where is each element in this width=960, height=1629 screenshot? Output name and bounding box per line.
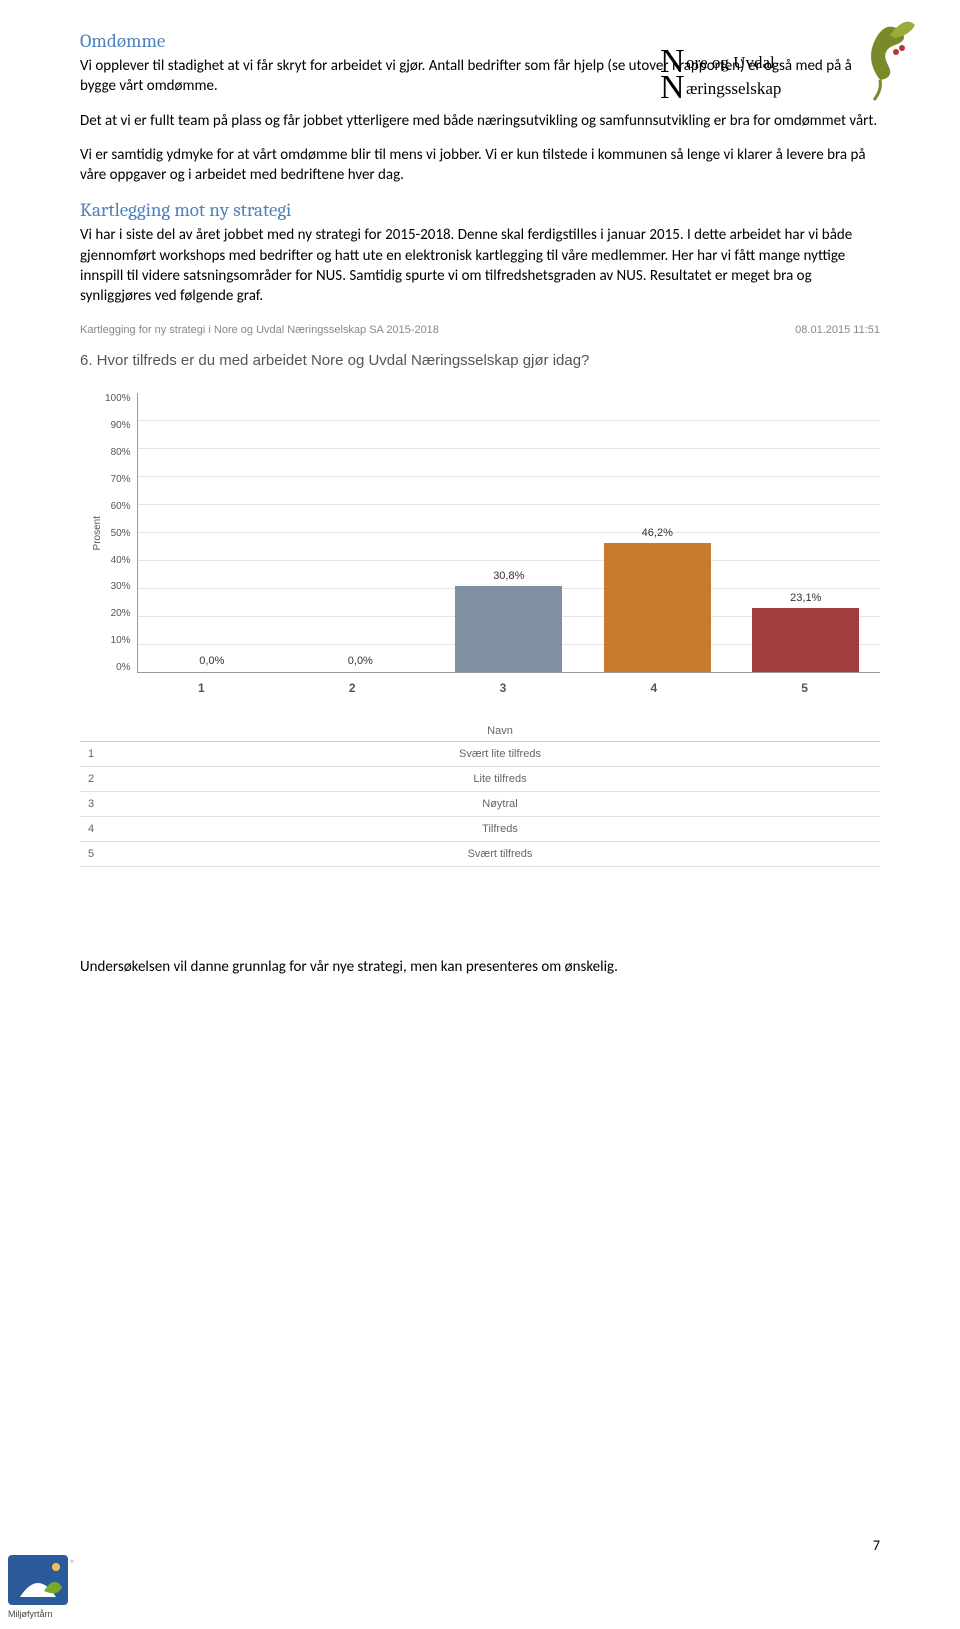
ytick: 10% — [105, 635, 131, 646]
legend-label: Svært lite tilfreds — [120, 748, 880, 760]
miljofyrtarn-logo: Miljøfyrtårn ® — [0, 1549, 100, 1629]
logo-letter-n2: N — [660, 69, 685, 105]
ytick: 20% — [105, 608, 131, 619]
page-number: 7 — [873, 1537, 880, 1554]
bar-value-label: 0,0% — [348, 655, 373, 667]
org-logo: N ore og Uvdal N æringsselskap — [660, 10, 920, 105]
legend-label: Nøytral — [120, 798, 880, 810]
bar — [752, 608, 859, 672]
xtick: 4 — [578, 681, 729, 695]
xtick: 1 — [126, 681, 277, 695]
legend-label: Tilfreds — [120, 823, 880, 835]
chart-legend: Navn 1Svært lite tilfreds2Lite tilfreds3… — [80, 725, 880, 867]
legend-label: Svært tilfreds — [120, 848, 880, 860]
ytick: 40% — [105, 555, 131, 566]
svg-text:Miljøfyrtårn: Miljøfyrtårn — [8, 1609, 53, 1619]
logo-line2: æringsselskap — [686, 79, 781, 98]
bar — [307, 671, 414, 672]
ytick: 50% — [105, 528, 131, 539]
omdomme-p3: Vi er samtidig ydmyke for at vårt omdømm… — [80, 145, 880, 186]
chart-xaxis: 12345 — [126, 681, 880, 695]
bar-column: 0,0% — [286, 393, 434, 672]
legend-row: 1Svært lite tilfreds — [80, 742, 880, 767]
ytick: 100% — [105, 393, 131, 404]
bar — [604, 543, 711, 672]
bar-chart: Prosent 100% 90% 80% 70% 60% 50% 40% 30% 20% 10% 0… — [80, 393, 880, 673]
bar — [455, 586, 562, 672]
survey-header-left: Kartlegging for ny strategi i Nore og Uv… — [80, 324, 439, 336]
bar-value-label: 0,0% — [199, 655, 224, 667]
legend-index: 5 — [80, 848, 120, 860]
legend-label: Lite tilfreds — [120, 773, 880, 785]
bar — [158, 671, 265, 672]
ytick: 90% — [105, 420, 131, 431]
bar-column: 30,8% — [435, 393, 583, 672]
legend-index: 4 — [80, 823, 120, 835]
omdomme-p2: Det at vi er fullt team på plass og får … — [80, 111, 880, 131]
bar-value-label: 46,2% — [642, 527, 673, 539]
survey-question: 6. Hvor tilfreds er du med arbeidet Nore… — [80, 352, 880, 369]
legend-index: 1 — [80, 748, 120, 760]
bar-column: 46,2% — [583, 393, 731, 672]
legend-row: 2Lite tilfreds — [80, 767, 880, 792]
kartlegging-p1: Vi har i siste del av året jobbet med ny… — [80, 225, 880, 306]
bar-value-label: 30,8% — [493, 570, 524, 582]
chart-ylabel: Prosent — [90, 516, 105, 550]
ytick: 30% — [105, 581, 131, 592]
closing-paragraph: Undersøkelsen vil danne grunnlag for vår… — [80, 957, 880, 977]
bar-column: 23,1% — [732, 393, 880, 672]
ytick: 80% — [105, 447, 131, 458]
logo-line1: ore og Uvdal — [686, 53, 775, 72]
survey-header-right: 08.01.2015 11:51 — [795, 324, 880, 336]
xtick: 5 — [729, 681, 880, 695]
ytick: 0% — [105, 662, 131, 673]
ytick: 70% — [105, 474, 131, 485]
legend-index: 3 — [80, 798, 120, 810]
legend-row: 5Svært tilfreds — [80, 842, 880, 867]
legend-index: 2 — [80, 773, 120, 785]
legend-title: Navn — [80, 725, 880, 742]
chart-plot: 0,0% 0,0% 30,8% 46,2% 23,1% — [137, 393, 880, 673]
chart-yaxis: 100% 90% 80% 70% 60% 50% 40% 30% 20% 10% 0% — [105, 393, 137, 673]
legend-row: 3Nøytral — [80, 792, 880, 817]
ytick: 60% — [105, 501, 131, 512]
xtick: 3 — [428, 681, 579, 695]
svg-text:®: ® — [70, 1557, 75, 1570]
bar-value-label: 23,1% — [790, 592, 821, 604]
xtick: 2 — [277, 681, 428, 695]
bar-column: 0,0% — [138, 393, 286, 672]
survey-screenshot: Kartlegging for ny strategi i Nore og Uv… — [80, 324, 880, 867]
heading-kartlegging: Kartlegging mot ny strategi — [80, 199, 880, 221]
legend-row: 4Tilfreds — [80, 817, 880, 842]
